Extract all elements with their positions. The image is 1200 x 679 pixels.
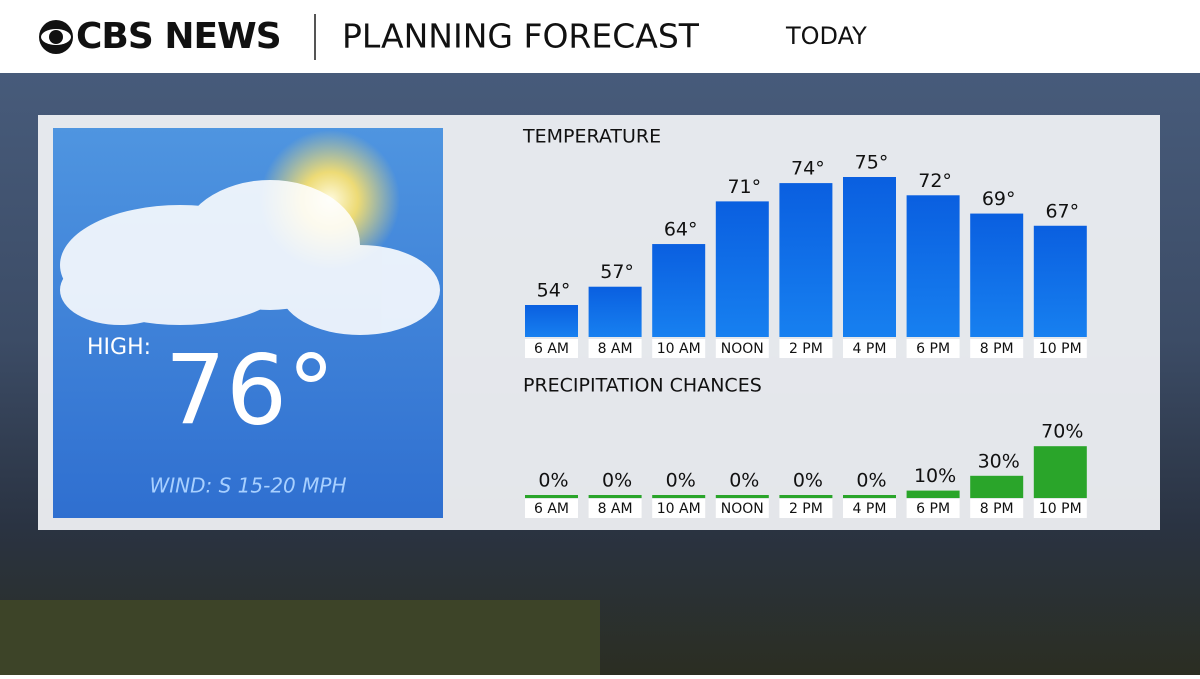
chart-title: TEMPERATURE <box>522 126 661 148</box>
label-box <box>525 339 578 358</box>
value-label: 10% <box>914 465 956 487</box>
value-label: 70% <box>1041 421 1083 443</box>
brand: CBS NEWS <box>76 16 281 57</box>
value-label: 54° <box>537 280 571 302</box>
value-label: 72° <box>918 170 952 192</box>
bar <box>1033 446 1087 498</box>
value-label: 0% <box>602 470 632 492</box>
category-label: 8 AM <box>598 501 633 517</box>
ground <box>0 600 600 675</box>
label-box <box>843 499 896 518</box>
bar <box>1033 225 1087 337</box>
value-label: 30% <box>978 450 1020 472</box>
bar <box>715 201 769 337</box>
label-box <box>715 339 769 358</box>
category-label: 10 AM <box>657 501 701 517</box>
bar <box>843 177 896 337</box>
label-box <box>970 499 1024 518</box>
header-title: PLANNING FORECAST <box>342 17 700 56</box>
bar <box>588 286 642 337</box>
high-label: HIGH: <box>87 335 151 360</box>
value-label: 75° <box>855 152 889 174</box>
header-bar <box>0 0 1200 73</box>
value-label: 0% <box>666 470 696 492</box>
category-label: 4 PM <box>853 341 887 357</box>
label-box <box>906 499 960 518</box>
label-box <box>779 339 833 358</box>
label-box <box>715 499 769 518</box>
category-label: 10 PM <box>1039 341 1082 357</box>
category-label: 8 PM <box>980 341 1014 357</box>
value-label: 74° <box>791 158 825 180</box>
bar <box>588 495 642 498</box>
category-label: 6 PM <box>916 341 950 357</box>
chart-title: PRECIPITATION CHANCES <box>523 375 762 397</box>
label-box <box>779 499 833 518</box>
bar <box>652 244 706 337</box>
bar <box>906 195 960 337</box>
bar <box>525 495 578 498</box>
bar <box>715 495 769 498</box>
bar <box>843 495 896 498</box>
bar <box>970 475 1024 498</box>
category-label: 2 PM <box>789 341 823 357</box>
label-box <box>843 339 896 358</box>
bar <box>779 495 833 498</box>
label-box <box>525 499 578 518</box>
category-label: 8 AM <box>598 341 633 357</box>
category-label: 6 AM <box>534 341 569 357</box>
label-box <box>588 499 642 518</box>
value-label: 64° <box>664 219 698 241</box>
label-box <box>652 339 706 358</box>
value-label: 0% <box>729 470 759 492</box>
category-label: 4 PM <box>853 501 887 517</box>
label-box <box>1033 499 1087 518</box>
bar <box>970 213 1024 337</box>
value-label: 0% <box>538 470 568 492</box>
category-label: 10 AM <box>657 341 701 357</box>
value-label: 67° <box>1045 200 1079 222</box>
header-subtitle: TODAY <box>785 22 867 50</box>
category-label: 6 PM <box>916 501 950 517</box>
cloud <box>60 180 440 335</box>
label-box <box>1033 339 1087 358</box>
category-label: 10 PM <box>1039 501 1082 517</box>
category-label: NOON <box>721 501 764 517</box>
bar <box>906 490 960 498</box>
label-box <box>652 499 706 518</box>
label-box <box>588 339 642 358</box>
label-box <box>970 339 1024 358</box>
category-label: 6 AM <box>534 501 569 517</box>
bar <box>652 495 706 498</box>
value-label: 0% <box>856 470 886 492</box>
wind: WIND: S 15-20 MPH <box>149 474 346 498</box>
value-label: 57° <box>600 261 634 283</box>
bar <box>779 183 833 337</box>
value-label: 71° <box>727 176 761 198</box>
category-label: 8 PM <box>980 501 1014 517</box>
bar <box>525 305 578 337</box>
value-label: 69° <box>982 188 1016 210</box>
value-label: 0% <box>793 470 823 492</box>
label-box <box>906 339 960 358</box>
category-label: 2 PM <box>789 501 823 517</box>
category-label: NOON <box>721 341 764 357</box>
logo-eye <box>39 20 73 54</box>
high-value: 76° <box>165 334 335 446</box>
